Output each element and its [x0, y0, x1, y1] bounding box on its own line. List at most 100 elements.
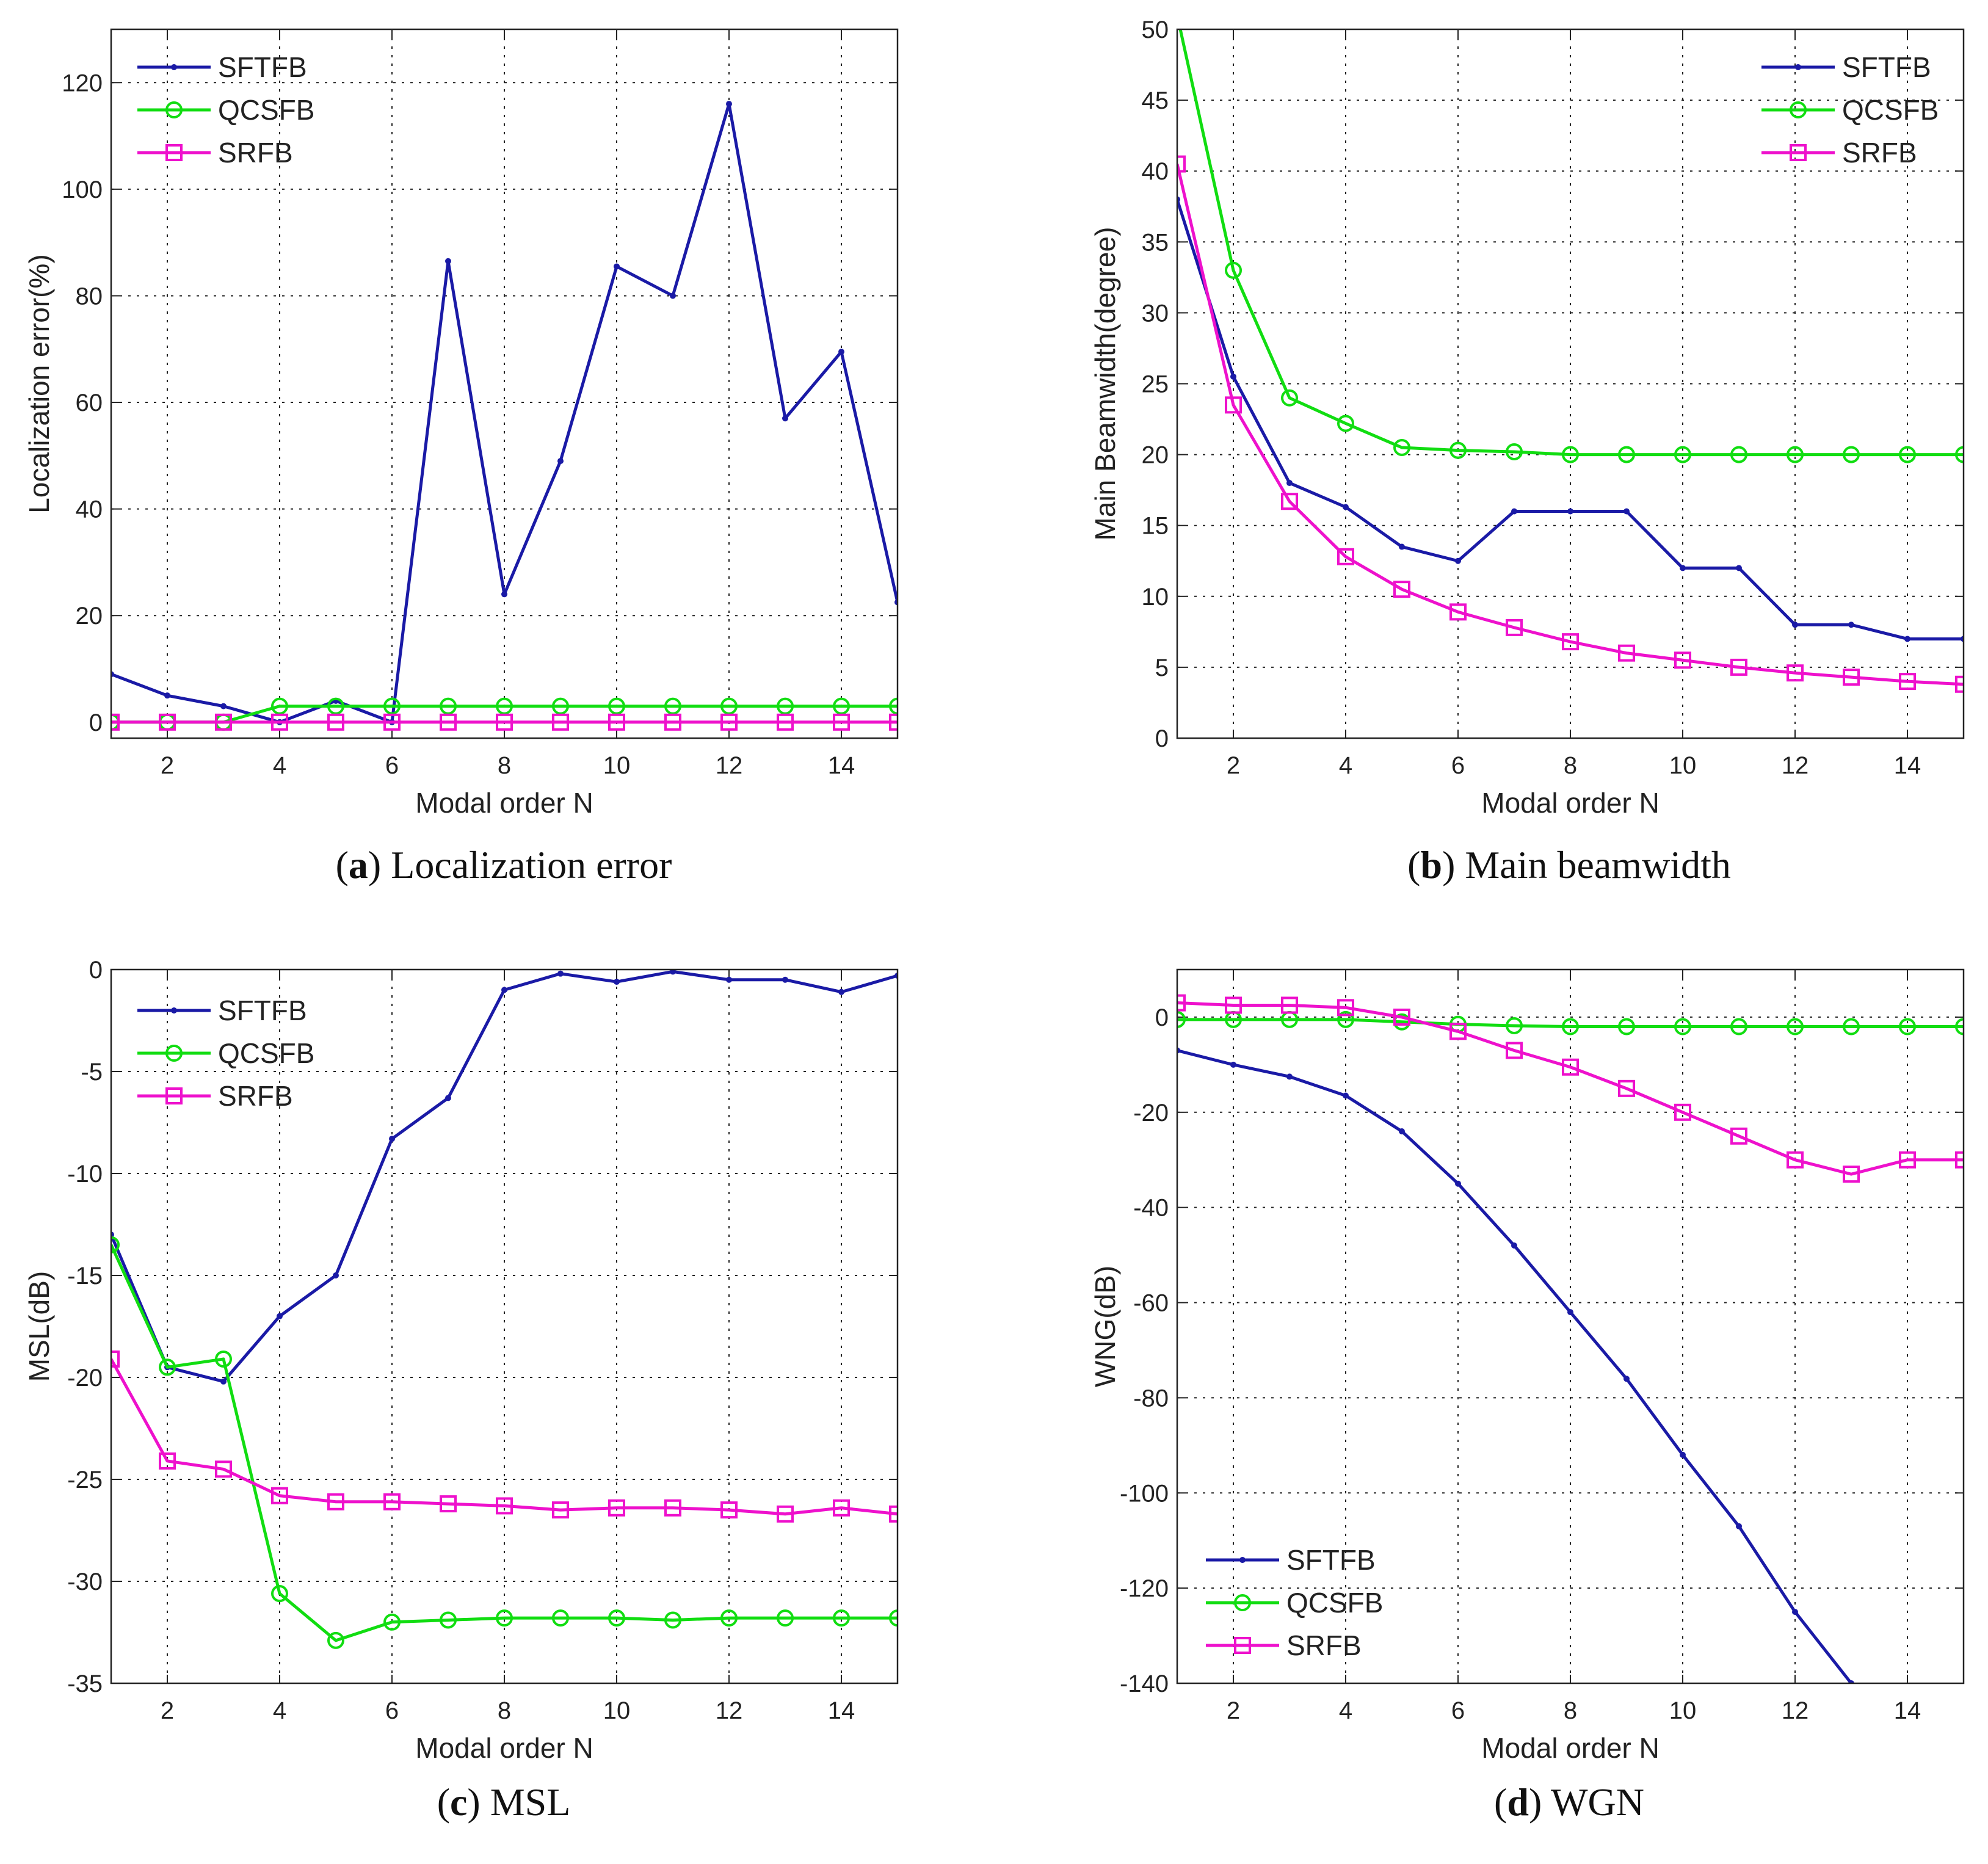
data-point-srfb — [833, 1499, 850, 1517]
legend-item-sftfb: SFTFB — [1761, 51, 1931, 83]
data-point-srfb — [1674, 651, 1691, 669]
plot-frame — [110, 968, 899, 1684]
data-point-srfb — [1730, 658, 1747, 676]
chart-c: 2 4 6 8 10 12 14 0 -5 -10 -15 -20 -25 -30 -35 Modal ord… — [23, 957, 899, 1764]
legend-label-srfb: SRFB — [218, 1080, 293, 1112]
legend-label-qcsfb: QCSFB — [1286, 1587, 1383, 1619]
x-tick-label: 10 — [1669, 1697, 1697, 1724]
data-point-srfb — [1225, 396, 1242, 414]
data-point-sftfb — [164, 692, 170, 699]
data-point-srfb — [552, 713, 569, 731]
data-point-srfb — [1618, 644, 1635, 662]
caption-d: (d) WGN — [1494, 1780, 1644, 1824]
data-point-sftfb — [1399, 1128, 1405, 1134]
caption-a-label: a — [348, 843, 368, 887]
data-point-srfb — [271, 713, 288, 731]
y-tick-label: 20 — [76, 603, 103, 629]
data-point-srfb — [777, 713, 794, 731]
x-tick-label: 6 — [385, 1697, 399, 1724]
data-point-sftfb — [445, 258, 451, 264]
data-point-srfb — [496, 1497, 513, 1515]
data-point-srfb — [327, 713, 344, 731]
y-tick-label: 60 — [76, 390, 103, 416]
data-point-qcsfb — [1843, 1018, 1860, 1035]
legend-item-sftfb: SFTFB — [137, 995, 307, 1026]
data-point-sftfb — [1511, 508, 1517, 515]
y-axis-label: Localization error(%) — [23, 254, 55, 513]
data-point-sftfb — [726, 976, 732, 983]
data-point-srfb — [383, 1493, 401, 1510]
data-point-qcsfb — [383, 1613, 401, 1631]
data-point-sftfb — [501, 591, 507, 598]
data-point-srfb — [1899, 1151, 1916, 1169]
data-point-srfb — [1899, 673, 1916, 691]
legend-label-sftfb: SFTFB — [1286, 1544, 1376, 1576]
series-line-srfb — [1177, 1001, 1964, 1176]
x-tick-label: 6 — [1451, 752, 1465, 779]
y-tick-label: -100 — [1120, 1480, 1169, 1507]
data-point-srfb — [1177, 994, 1186, 1012]
plot-area — [111, 970, 898, 1683]
x-tick-label: 8 — [498, 752, 511, 779]
legend-marker-srfb — [165, 1087, 183, 1104]
plot-frame — [110, 28, 899, 739]
legend-item-srfb: SRFB — [137, 1080, 293, 1112]
y-tick-label: -140 — [1120, 1670, 1169, 1697]
legend-item-qcsfb: QCSFB — [1206, 1587, 1383, 1619]
data-point-qcsfb — [327, 1631, 344, 1649]
data-point-srfb — [159, 1452, 176, 1470]
data-point-sftfb — [1511, 1242, 1517, 1249]
data-point-srfb — [608, 1499, 625, 1517]
x-tick-label: 2 — [161, 752, 174, 779]
data-point-qcsfb — [496, 1609, 513, 1627]
data-point-srfb — [833, 713, 850, 731]
x-tick-label: 2 — [1227, 752, 1240, 779]
caption-d-label: d — [1507, 1780, 1529, 1824]
data-point-srfb — [327, 1493, 344, 1510]
x-tick-label: 10 — [1669, 752, 1697, 779]
data-point-srfb — [111, 713, 120, 731]
data-point-srfb — [1506, 1042, 1523, 1059]
legend-label-srfb: SRFB — [1286, 1630, 1362, 1661]
data-point-qcsfb — [720, 1609, 738, 1627]
data-point-qcsfb — [552, 1609, 569, 1627]
series-line-srfb — [1177, 164, 1964, 686]
data-point-srfb — [720, 1501, 738, 1519]
series-group — [1177, 994, 1964, 1683]
y-tick-label: 30 — [1142, 300, 1169, 327]
data-point-qcsfb — [1787, 1018, 1804, 1035]
data-point-qcsfb — [1562, 446, 1579, 463]
y-tick-label: -10 — [67, 1161, 103, 1188]
data-point-srfb — [1674, 1103, 1691, 1121]
data-point-srfb — [664, 1499, 681, 1517]
y-tick-label: -20 — [1133, 1100, 1169, 1126]
data-point-qcsfb — [833, 697, 850, 715]
x-tick-label: 14 — [828, 752, 855, 779]
data-point-qcsfb — [777, 697, 794, 715]
data-point-sftfb — [1623, 508, 1630, 515]
data-point-srfb — [889, 1505, 898, 1523]
data-point-sftfb — [670, 292, 676, 299]
legend-marker-sftfb — [1239, 1557, 1246, 1563]
data-point-srfb — [1787, 1151, 1804, 1169]
y-tick-label: 40 — [1142, 158, 1169, 185]
x-tick-label: 4 — [1339, 752, 1352, 779]
x-tick-label: 6 — [1451, 1697, 1465, 1724]
data-point-sftfb — [782, 976, 788, 983]
legend: SFTFB QCSFB SRFB — [1206, 1544, 1383, 1661]
caption-b-label: b — [1420, 843, 1443, 887]
y-axis-label: MSL(dB) — [23, 1271, 55, 1382]
x-tick-label: 10 — [603, 1697, 631, 1724]
y-tick-label: -120 — [1120, 1575, 1169, 1602]
data-point-qcsfb — [777, 1609, 794, 1627]
data-point-qcsfb — [1899, 446, 1916, 463]
y-tick-label: 20 — [1142, 442, 1169, 469]
legend-item-qcsfb: QCSFB — [137, 94, 314, 126]
data-point-sftfb — [445, 1095, 451, 1101]
legend-item-srfb: SRFB — [1761, 137, 1917, 169]
caption-d-text: WGN — [1551, 1780, 1644, 1824]
data-point-srfb — [440, 713, 457, 731]
series-line-qcsfb — [111, 705, 898, 724]
y-tick-label: 100 — [62, 176, 103, 203]
data-point-qcsfb — [1170, 8, 1184, 23]
